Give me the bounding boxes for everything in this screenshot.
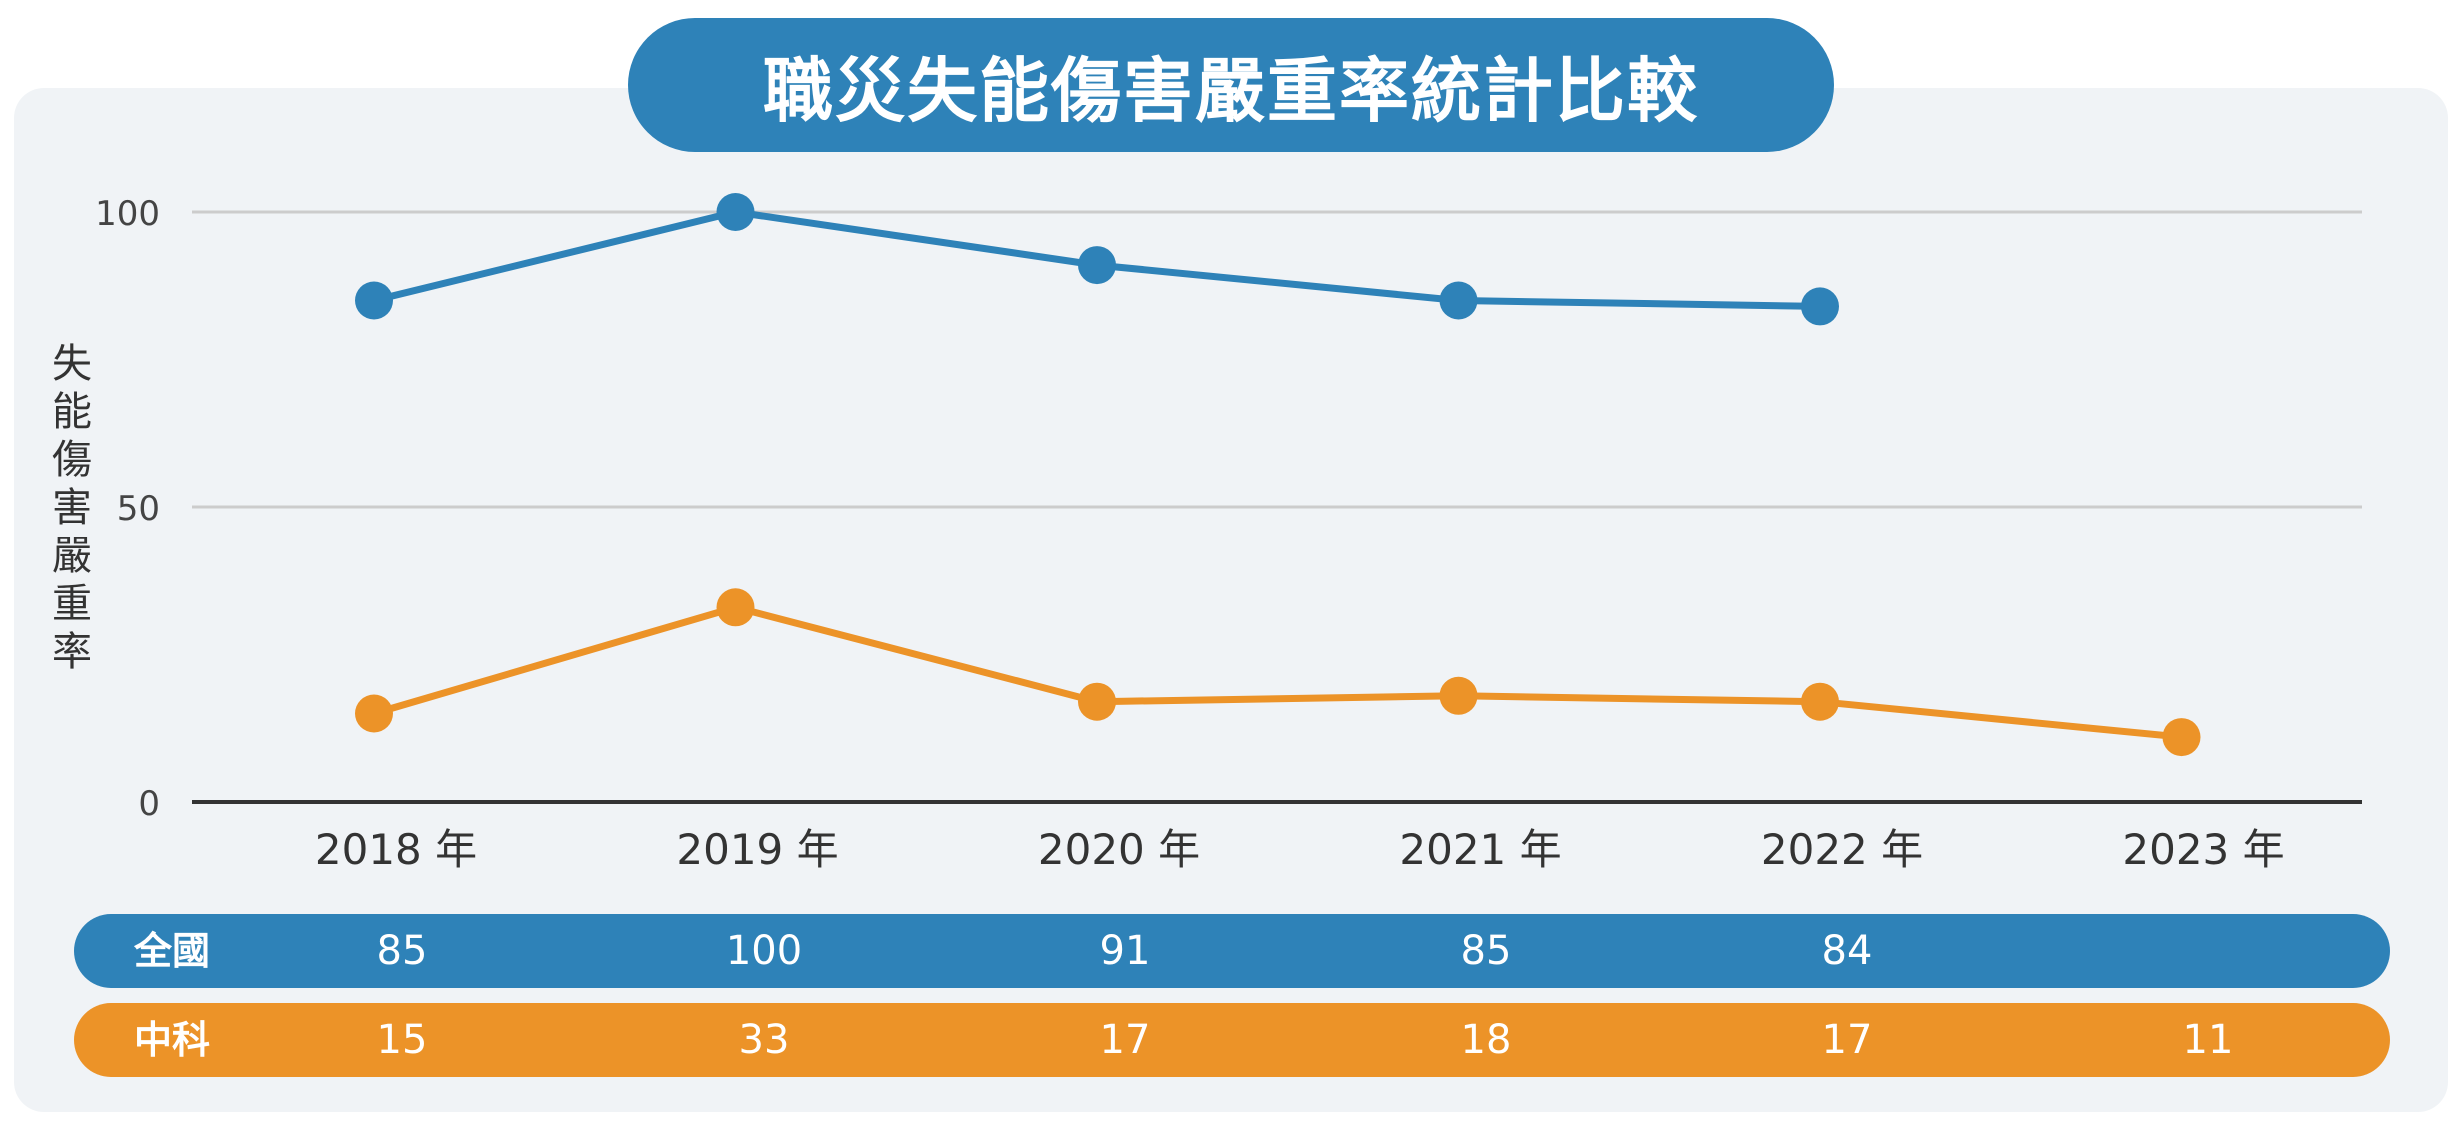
data-point <box>716 588 755 627</box>
table-cell <box>2128 914 2288 988</box>
table-row-central: 中科 15 33 17 18 17 11 <box>74 1003 2390 1077</box>
table-cell: 11 <box>2182 1017 2234 1063</box>
data-point <box>355 694 393 733</box>
x-tick-label: 2022 年 <box>1761 825 1923 874</box>
x-tick-label: 2019 年 <box>676 825 838 874</box>
table-cell: 18 <box>1460 1017 1512 1063</box>
data-point <box>1439 281 1478 320</box>
data-point <box>355 281 393 320</box>
table-cell: 100 <box>725 928 803 974</box>
data-point <box>716 193 755 231</box>
series-line-central <box>373 603 2182 741</box>
table-row-national: 全國 85 100 91 85 84 <box>74 914 2390 988</box>
table-cell: 85 <box>1460 928 1512 974</box>
table-cell: 17 <box>1821 1017 1873 1063</box>
row-label: 中科 <box>134 1018 211 1062</box>
row-label: 全國 <box>134 929 211 973</box>
data-point <box>1439 676 1478 715</box>
x-tick-label: 2021 年 <box>1399 825 1561 874</box>
x-tick-label: 2023 年 <box>2122 825 2284 874</box>
y-tick-label: 100 <box>95 194 160 234</box>
x-tick-label: 2018 年 <box>315 825 477 874</box>
table-cell: 91 <box>1099 928 1151 974</box>
x-tick-label: 2020 年 <box>1038 825 1200 874</box>
table-cell: 15 <box>376 1017 428 1063</box>
line-chart: 0 50 100 2018 年 2019 年 2020 年 2021 年 2022 年 2023… <box>95 193 2362 874</box>
table-cell: 17 <box>1099 1017 1151 1063</box>
table-cell: 33 <box>738 1017 790 1063</box>
y-tick-label: 0 <box>138 784 160 824</box>
table-cell: 85 <box>376 928 428 974</box>
data-point <box>1078 246 1116 285</box>
data-point <box>1801 682 1839 721</box>
data-point <box>2162 718 2201 757</box>
y-axis-label: 失能傷害嚴重率 <box>52 341 92 675</box>
data-point <box>1078 682 1116 721</box>
y-tick-label: 50 <box>117 489 160 529</box>
table-cell: 84 <box>1821 928 1873 974</box>
data-point <box>1801 287 1839 326</box>
chart-title: 職災失能傷害嚴重率統計比較 <box>628 18 1834 152</box>
